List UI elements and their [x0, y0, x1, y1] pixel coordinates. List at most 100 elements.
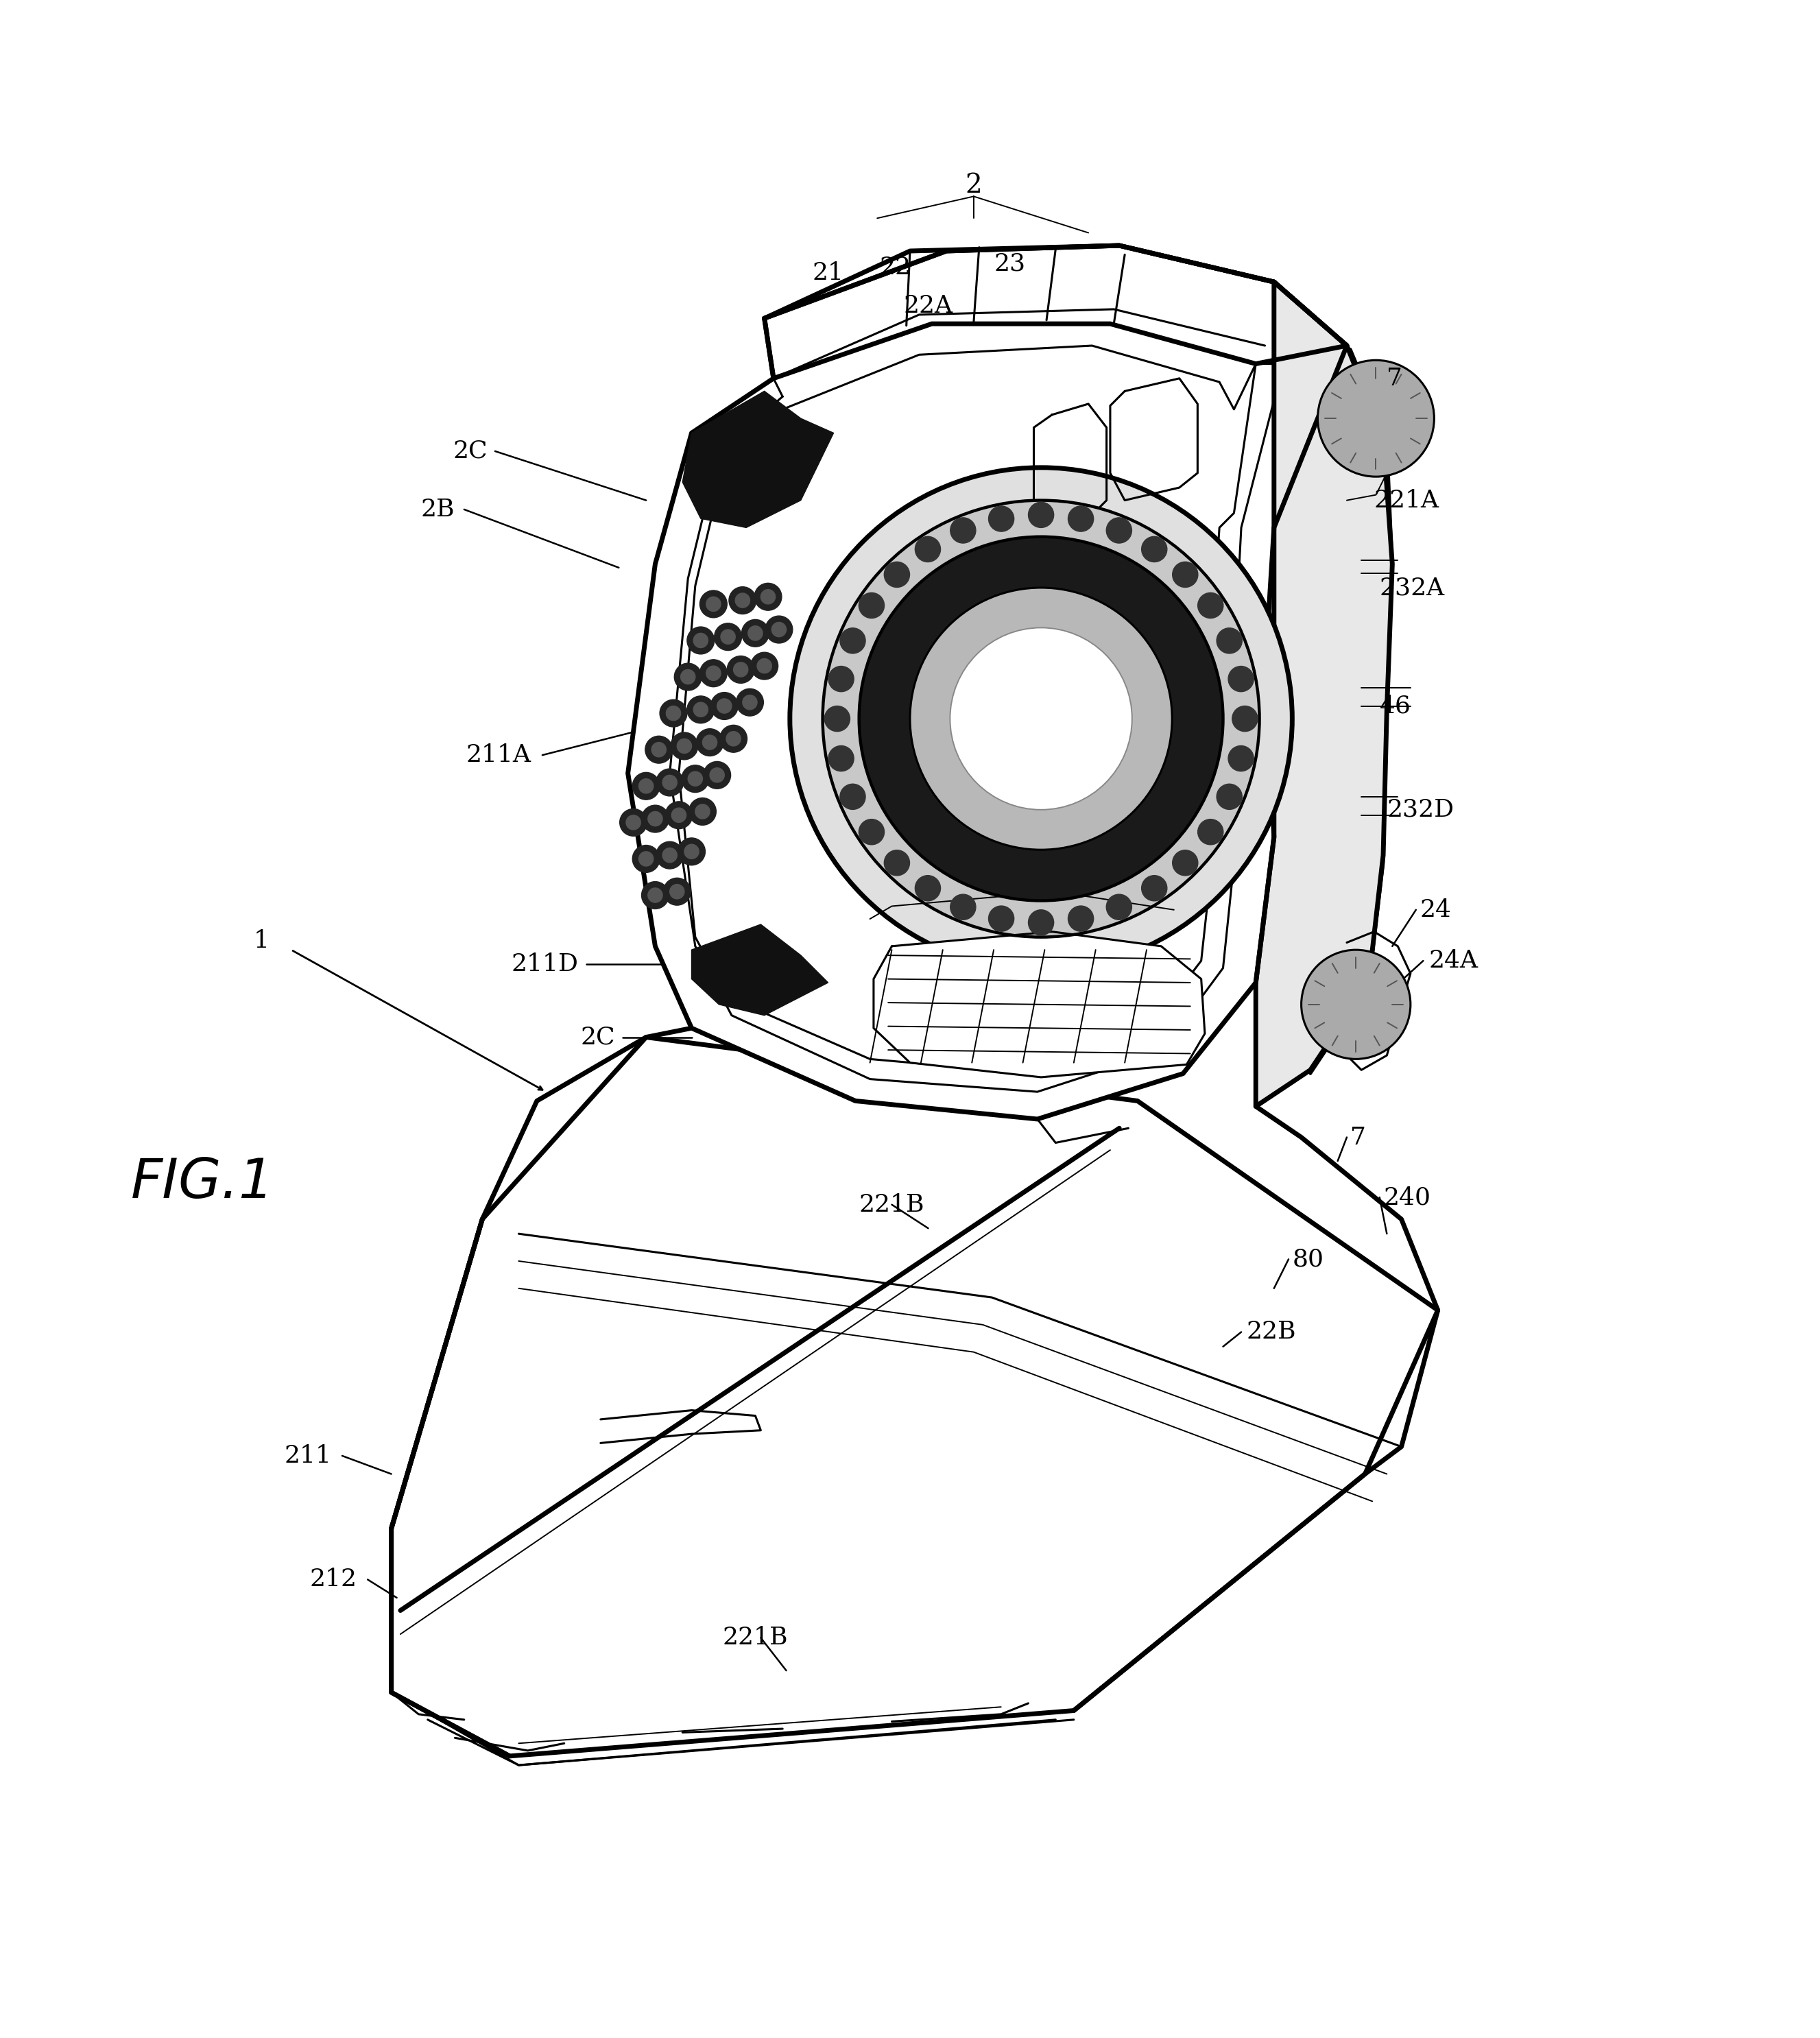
Circle shape: [1107, 518, 1132, 544]
Circle shape: [1228, 746, 1254, 770]
Text: 212: 212: [309, 1567, 357, 1592]
Circle shape: [670, 732, 699, 760]
Circle shape: [662, 848, 677, 862]
Circle shape: [752, 652, 779, 679]
Circle shape: [735, 689, 763, 715]
Text: 7: 7: [1387, 367, 1403, 389]
Circle shape: [1028, 909, 1054, 935]
Circle shape: [626, 815, 641, 829]
Circle shape: [639, 779, 653, 793]
Circle shape: [677, 738, 692, 754]
Circle shape: [717, 699, 732, 713]
Circle shape: [681, 671, 695, 685]
Circle shape: [743, 620, 768, 646]
Text: 211: 211: [284, 1445, 331, 1467]
Circle shape: [699, 591, 726, 618]
Circle shape: [1216, 785, 1241, 809]
Polygon shape: [692, 925, 828, 1015]
Circle shape: [915, 536, 941, 562]
Polygon shape: [1256, 281, 1392, 1107]
Text: 2C: 2C: [581, 1025, 615, 1050]
Circle shape: [910, 587, 1172, 850]
Circle shape: [1068, 905, 1094, 931]
Circle shape: [748, 626, 763, 640]
Circle shape: [1141, 536, 1167, 562]
Circle shape: [688, 799, 715, 825]
Circle shape: [726, 732, 741, 746]
Circle shape: [1107, 895, 1132, 919]
Text: 46: 46: [1380, 695, 1410, 717]
Text: 211A: 211A: [466, 744, 531, 766]
Circle shape: [721, 630, 735, 644]
Circle shape: [728, 587, 755, 613]
Circle shape: [655, 768, 684, 797]
Polygon shape: [628, 245, 1347, 1119]
Text: 221B: 221B: [859, 1192, 925, 1217]
Circle shape: [859, 536, 1223, 901]
Circle shape: [648, 889, 662, 903]
Circle shape: [712, 693, 739, 719]
Circle shape: [715, 624, 743, 650]
Circle shape: [988, 905, 1014, 931]
Circle shape: [619, 809, 648, 836]
Circle shape: [681, 764, 708, 793]
Text: 24: 24: [1420, 899, 1451, 921]
Text: 221A: 221A: [1374, 489, 1440, 512]
Circle shape: [950, 518, 976, 544]
Circle shape: [772, 622, 786, 636]
Circle shape: [652, 742, 666, 756]
Text: 22B: 22B: [1247, 1321, 1296, 1343]
Circle shape: [703, 736, 717, 750]
Circle shape: [1068, 505, 1094, 532]
Circle shape: [684, 844, 699, 858]
Circle shape: [633, 772, 659, 799]
Circle shape: [735, 593, 750, 607]
Circle shape: [666, 705, 681, 721]
Circle shape: [823, 499, 1259, 937]
Text: 2: 2: [965, 173, 983, 198]
Circle shape: [841, 628, 866, 654]
Circle shape: [915, 876, 941, 901]
Circle shape: [733, 662, 748, 677]
Circle shape: [706, 666, 721, 681]
Text: 21: 21: [812, 261, 844, 285]
Circle shape: [761, 589, 775, 603]
Circle shape: [726, 656, 753, 683]
Circle shape: [639, 852, 653, 866]
Polygon shape: [1034, 404, 1107, 528]
Text: 232D: 232D: [1387, 799, 1454, 821]
Circle shape: [859, 593, 885, 618]
Text: 240: 240: [1383, 1186, 1431, 1209]
Circle shape: [641, 882, 670, 909]
Circle shape: [1301, 950, 1410, 1060]
Circle shape: [655, 842, 684, 868]
Circle shape: [673, 662, 703, 691]
Circle shape: [1141, 876, 1167, 901]
Circle shape: [688, 772, 703, 787]
Circle shape: [790, 467, 1292, 970]
Circle shape: [1228, 666, 1254, 691]
Circle shape: [699, 660, 726, 687]
Circle shape: [704, 762, 732, 789]
Circle shape: [1232, 705, 1258, 732]
Text: 2B: 2B: [420, 497, 455, 522]
Polygon shape: [764, 245, 1347, 379]
Text: FIG.1: FIG.1: [131, 1156, 275, 1209]
Circle shape: [755, 583, 783, 611]
Circle shape: [757, 658, 772, 673]
Circle shape: [824, 705, 850, 732]
Circle shape: [706, 597, 721, 611]
Circle shape: [721, 726, 748, 752]
Circle shape: [885, 562, 910, 587]
Circle shape: [661, 699, 688, 728]
Circle shape: [1172, 850, 1198, 876]
Circle shape: [766, 615, 794, 644]
Circle shape: [950, 895, 976, 919]
Circle shape: [648, 811, 662, 825]
Circle shape: [828, 746, 854, 770]
Circle shape: [688, 695, 715, 723]
Circle shape: [662, 878, 692, 905]
Polygon shape: [391, 1037, 1438, 1757]
Circle shape: [1318, 361, 1434, 477]
Circle shape: [841, 785, 866, 809]
